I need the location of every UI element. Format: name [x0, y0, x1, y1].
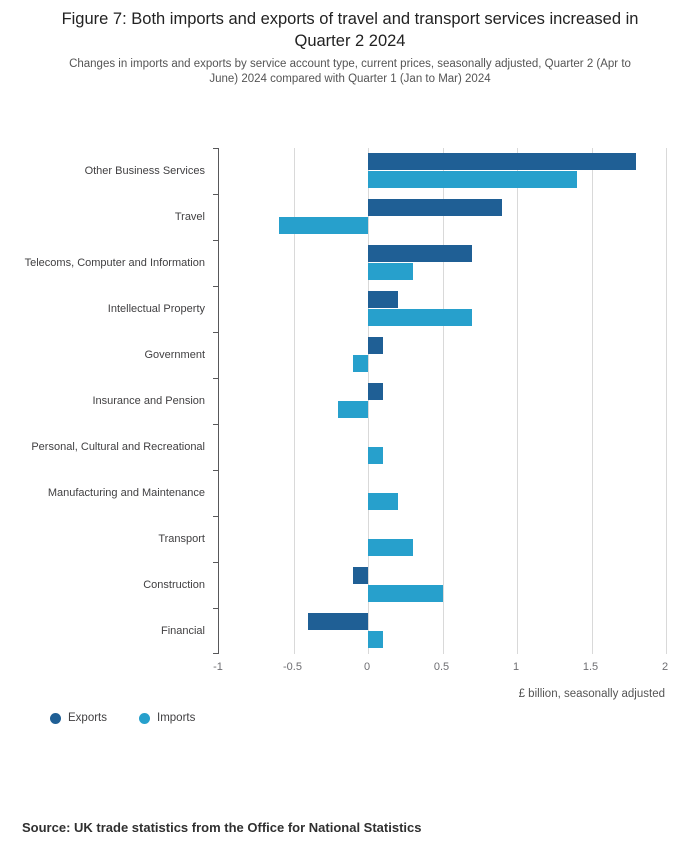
y-axis-tick: [213, 424, 219, 425]
category-label: Travel: [174, 211, 205, 223]
legend: Exports Imports: [50, 712, 195, 724]
y-axis-tick: [213, 332, 219, 333]
gridline: [591, 148, 593, 654]
x-tick-label: -0.5: [283, 661, 302, 673]
gridline: [293, 148, 295, 654]
bar-imports-10: [368, 631, 383, 648]
category-label: Other Business Services: [84, 165, 205, 177]
bar-imports-7: [368, 493, 398, 510]
legend-label-imports: Imports: [157, 712, 196, 724]
bar-imports-5: [338, 401, 368, 418]
y-axis-tick: [213, 562, 219, 563]
category-label: Personal, Cultural and Recreational: [31, 441, 205, 453]
source-note: Source: UK trade statistics from the Off…: [22, 820, 422, 835]
x-tick-label: 1.5: [582, 661, 599, 673]
y-axis-tick: [213, 608, 219, 609]
bar-imports-6: [368, 447, 383, 464]
bar-exports-1: [368, 199, 503, 216]
figure-subtitle: Changes in imports and exports by servic…: [69, 58, 631, 85]
bar-exports-9: [353, 567, 368, 584]
bar-imports-0: [368, 171, 577, 188]
category-label: Financial: [160, 625, 205, 637]
category-label: Insurance and Pension: [92, 395, 205, 407]
gridline: [666, 148, 667, 654]
y-axis-tick: [213, 286, 219, 287]
x-tick-label: 0.5: [433, 661, 450, 673]
legend-item-imports[interactable]: Imports: [139, 712, 195, 724]
plot-area: [213, 148, 667, 654]
y-axis-tick: [213, 516, 219, 517]
exports-swatch-icon: [50, 712, 61, 724]
category-label: Intellectual Property: [107, 303, 205, 315]
legend-label-exports: Exports: [68, 712, 107, 724]
x-tick-label: 2: [661, 661, 669, 673]
y-axis-tick: [213, 240, 219, 241]
x-axis-unit-label: £ billion, seasonally adjusted: [518, 688, 665, 700]
bar-imports-3: [368, 309, 473, 326]
y-axis-tick: [213, 148, 219, 149]
bar-imports-4: [353, 355, 368, 372]
category-label: Transport: [158, 533, 205, 545]
bar-imports-9: [368, 585, 443, 602]
figure-title: Figure 7: Both imports and exports of tr…: [61, 10, 639, 50]
bar-imports-2: [368, 263, 413, 280]
legend-item-exports[interactable]: Exports: [50, 712, 107, 724]
category-label: Manufacturing and Maintenance: [47, 487, 205, 499]
x-axis-ticks: -1 -0.5 0 0.5 1 1.5 2: [213, 661, 669, 675]
bar-exports-5: [368, 383, 383, 400]
bar-chart: Other Business Services Travel Telecoms, C…: [0, 148, 700, 723]
bar-exports-4: [368, 337, 383, 354]
gridline: [442, 148, 444, 654]
imports-swatch-icon: [139, 712, 150, 724]
y-axis-tick: [213, 470, 219, 471]
x-tick-label: 0: [363, 661, 371, 673]
bar-exports-2: [368, 245, 473, 262]
category-label: Government: [144, 349, 205, 361]
y-axis-tick: [213, 653, 219, 654]
y-axis-tick: [213, 378, 219, 379]
bar-imports-1: [278, 217, 368, 234]
x-tick-label: -1: [213, 661, 223, 673]
gridline: [517, 148, 518, 654]
bar-exports-10: [308, 613, 368, 630]
y-axis-tick: [213, 194, 219, 195]
category-label: Telecoms, Computer and Information: [24, 257, 205, 269]
bar-exports-0: [368, 153, 637, 170]
category-labels: Other Business Services Travel Telecoms, C…: [0, 148, 205, 654]
bar-exports-3: [368, 291, 398, 308]
x-tick-label: 1: [512, 661, 520, 673]
category-label: Construction: [143, 579, 205, 591]
gridline: [368, 148, 369, 654]
bar-imports-8: [368, 539, 413, 556]
